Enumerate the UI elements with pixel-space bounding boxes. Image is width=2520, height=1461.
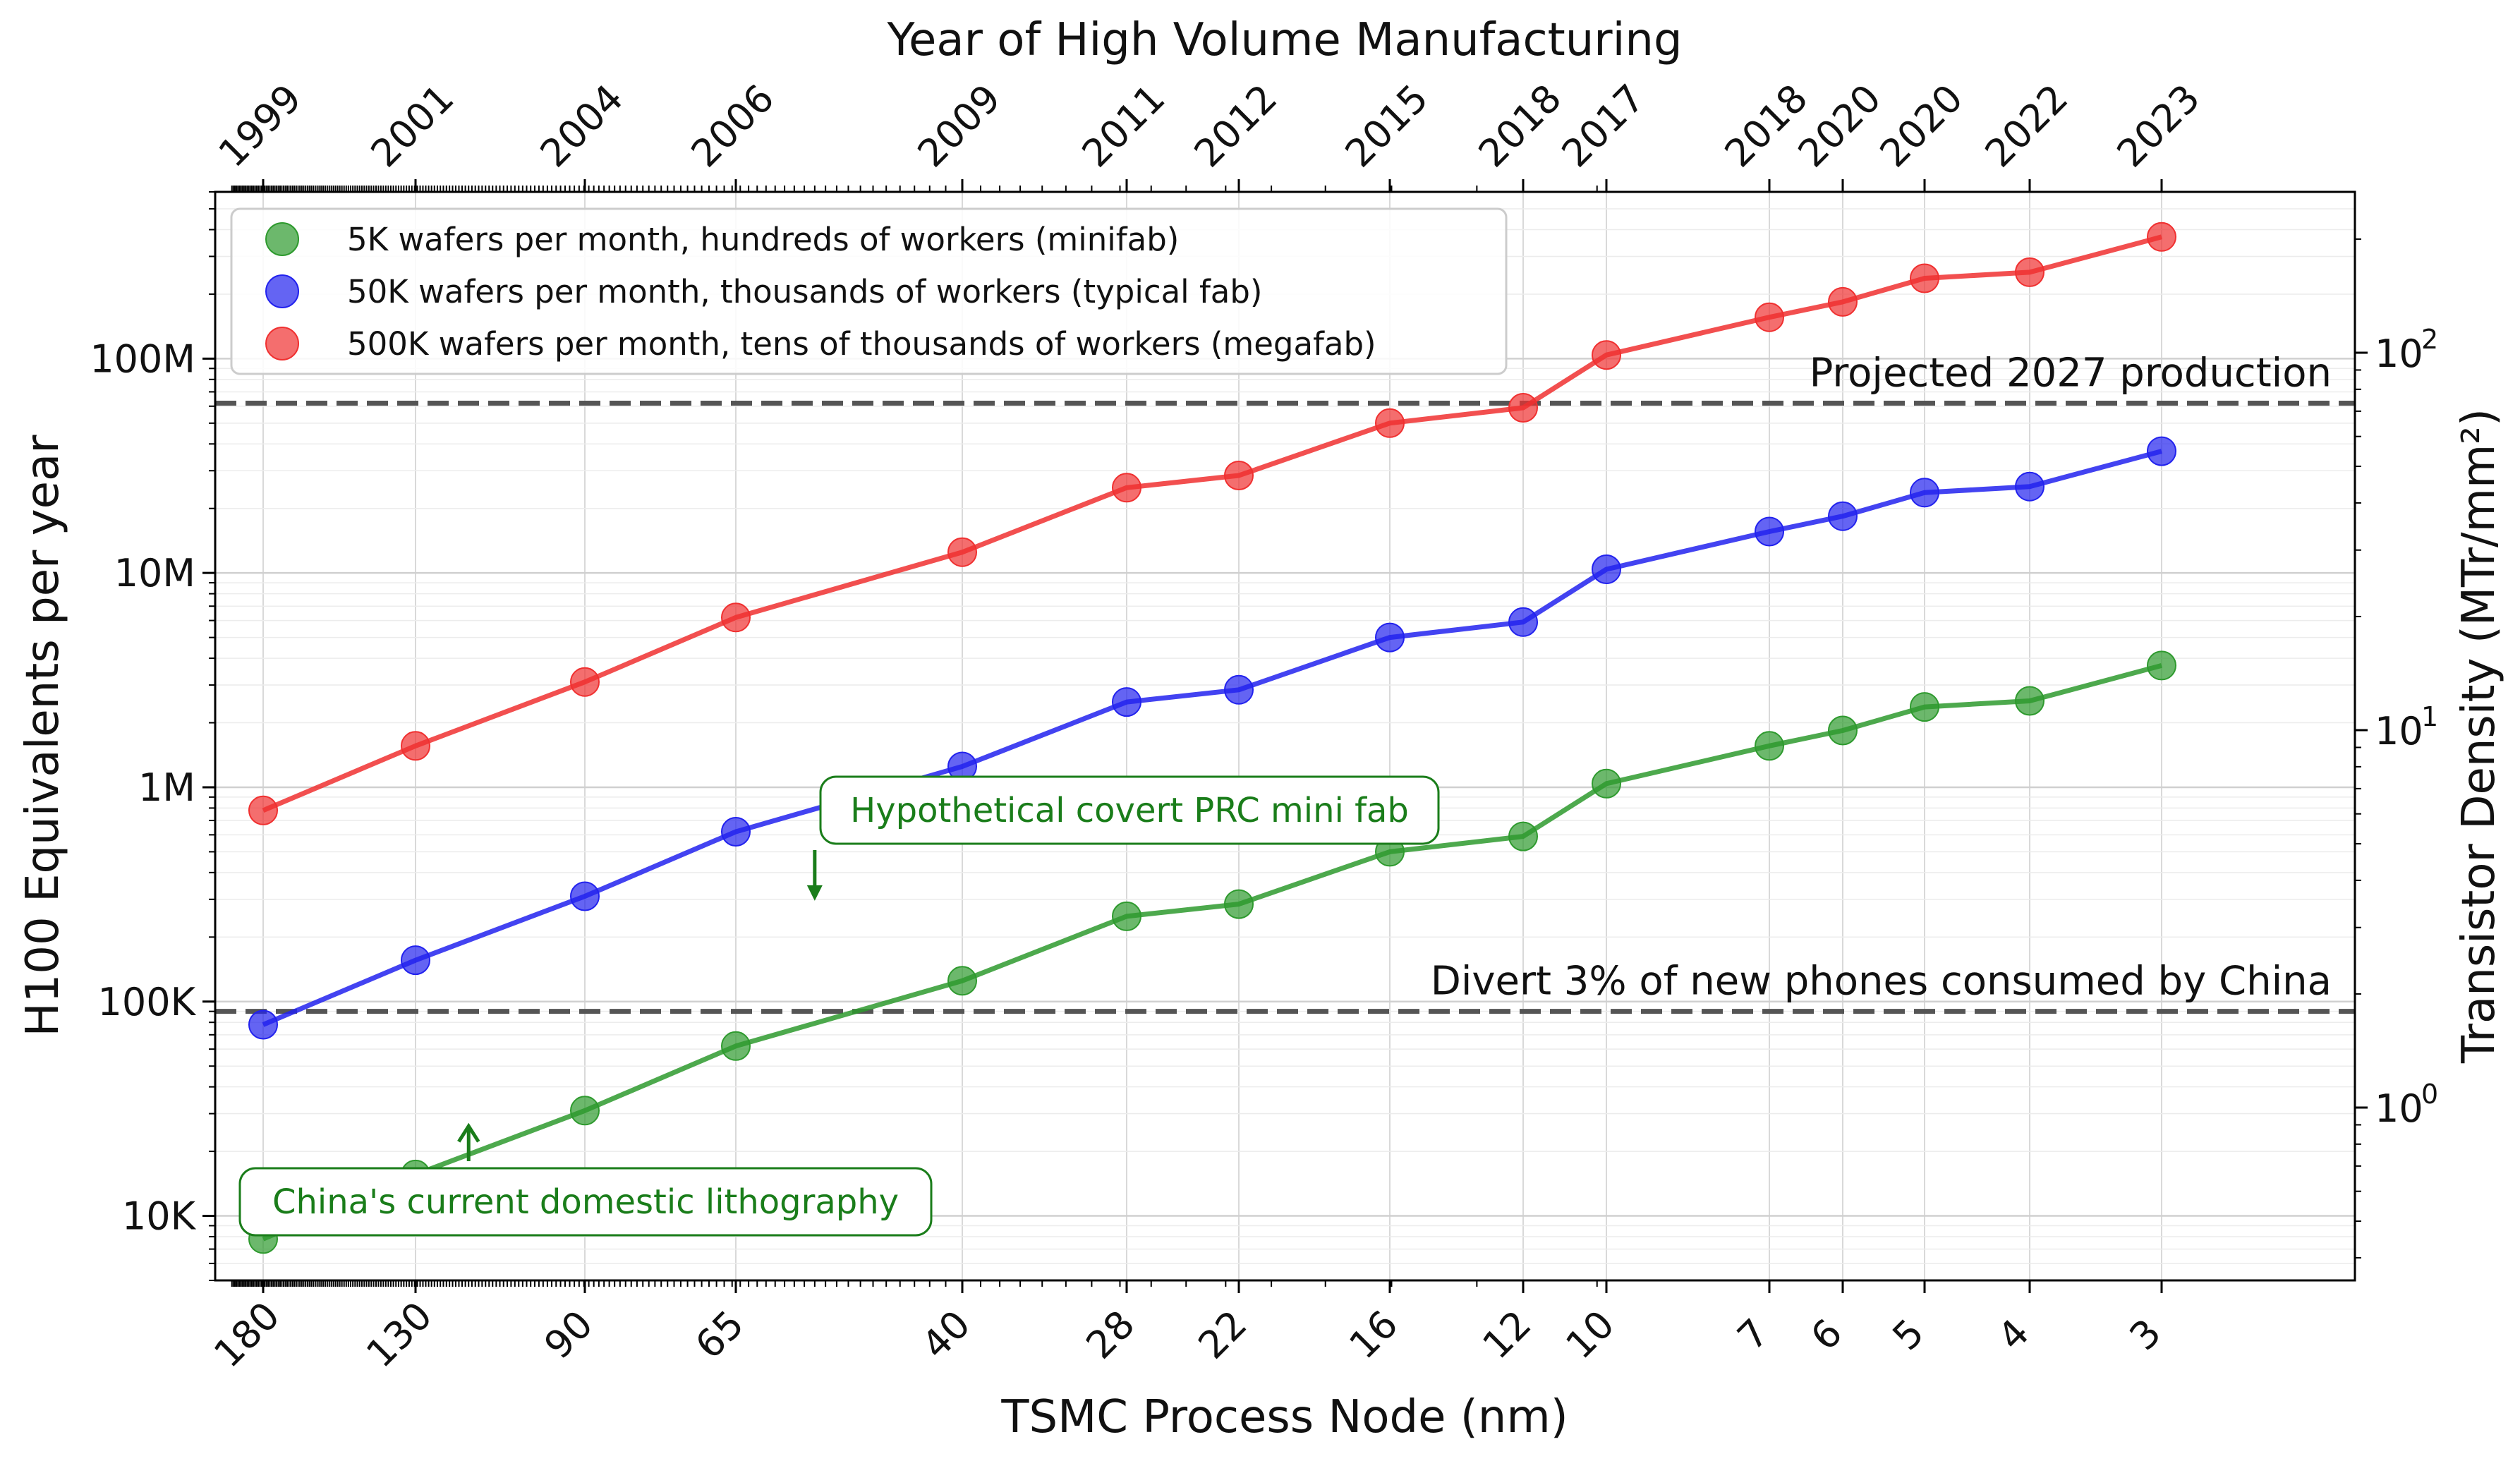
data-point-typical-fab — [248, 1010, 278, 1040]
data-point-minifab — [570, 1096, 600, 1126]
x-axis-title: TSMC Process Node (nm) — [1000, 1391, 1568, 1443]
data-point-megafab — [1375, 408, 1405, 438]
data-point-minifab — [1910, 692, 1939, 722]
data-point-megafab — [1910, 263, 1939, 293]
data-point-typical-fab — [1112, 687, 1141, 717]
data-point-megafab — [1828, 286, 1858, 317]
data-point-minifab — [2015, 686, 2045, 716]
legend-marker-minifab — [265, 222, 299, 256]
data-point-minifab — [1112, 901, 1141, 931]
data-point-minifab — [1592, 768, 1621, 799]
data-point-typical-fab — [2015, 471, 2045, 502]
data-point-megafab — [1112, 473, 1141, 503]
annotation-arrowhead — [806, 885, 823, 901]
reference-lines: Projected 2027 production Divert 3% of ne… — [215, 350, 2355, 1014]
data-point-megafab — [248, 795, 278, 825]
plot-frame — [214, 190, 2356, 1282]
legend-marker-typical-fab — [265, 274, 299, 308]
data-point-typical-fab — [1755, 516, 1784, 547]
data-point-typical-fab — [1828, 501, 1858, 531]
annotation-label: China's current domestic lithography — [272, 1182, 899, 1222]
legend-label-megafab: 500K wafers per month, tens of thousands… — [347, 325, 1376, 363]
y2-tick-label: 10 — [2375, 1086, 2423, 1131]
data-point-megafab — [1224, 461, 1254, 490]
data-point-megafab — [1508, 393, 1538, 423]
y2-tick-exponent: 1 — [2421, 701, 2438, 732]
legend: 5K wafers per month, hundreds of workers… — [230, 207, 1508, 375]
y-tick-label: 10M — [114, 551, 195, 595]
data-point-megafab — [2015, 257, 2045, 287]
y-axis-title: H100 Equivalents per year — [17, 435, 69, 1037]
data-point-minifab — [1224, 889, 1254, 919]
legend-marker-megafab — [265, 327, 299, 360]
data-point-typical-fab — [1224, 674, 1254, 705]
data-series — [248, 222, 2176, 1254]
reference-line-label: Divert 3% of new phones consumed by Chin… — [1431, 959, 2332, 1005]
data-point-minifab — [1828, 715, 1858, 746]
data-point-typical-fab — [1508, 607, 1538, 637]
legend-label-minifab: 5K wafers per month, hundreds of workers… — [347, 221, 1179, 258]
reference-line-label: Projected 2027 production — [1810, 350, 2332, 396]
legend-label-typical-fab: 50K wafers per month, thousands of worke… — [347, 273, 1263, 310]
annotation-arrowhead — [457, 1122, 480, 1143]
y2-tick-exponent: 0 — [2421, 1079, 2438, 1110]
data-point-megafab — [401, 731, 430, 761]
annotation-label: Hypothetical covert PRC mini fab — [850, 791, 1409, 830]
data-point-typical-fab — [1910, 478, 1939, 508]
y-tick-label: 10K — [122, 1194, 197, 1239]
top-axis-title: Year of High Volume Manufacturing — [886, 14, 1682, 66]
data-point-typical-fab — [2147, 436, 2176, 466]
y2-tick-label: 10 — [2375, 332, 2423, 376]
data-point-minifab — [1508, 821, 1538, 851]
y2-tick-exponent: 2 — [2421, 324, 2438, 355]
y-tick-label: 100M — [90, 337, 195, 381]
data-point-typical-fab — [570, 881, 600, 911]
annotation-box — [238, 1167, 933, 1237]
data-point-minifab — [1755, 731, 1784, 761]
data-point-megafab — [570, 667, 600, 697]
data-point-typical-fab — [1592, 554, 1621, 584]
y-tick-label: 100K — [98, 980, 197, 1024]
y2-tick-label: 10 — [2375, 709, 2423, 753]
data-point-megafab — [1755, 302, 1784, 332]
data-point-typical-fab — [401, 945, 430, 976]
data-point-megafab — [1592, 340, 1621, 370]
annotations: Hypothetical covert PRC mini fab China's … — [238, 775, 1440, 1237]
legend-box — [230, 207, 1508, 375]
data-point-megafab — [721, 602, 751, 633]
data-point-minifab — [721, 1031, 751, 1061]
data-point-minifab — [2147, 650, 2176, 681]
data-point-megafab — [947, 537, 977, 567]
data-point-typical-fab — [721, 817, 751, 847]
y2-axis-title: Transistor Density (MTr/mm²) — [2453, 408, 2505, 1064]
data-point-megafab — [2147, 222, 2176, 252]
data-point-typical-fab — [1375, 622, 1405, 653]
y-tick-label: 1M — [138, 765, 195, 810]
data-point-minifab — [947, 966, 977, 996]
annotation-box — [819, 775, 1440, 845]
